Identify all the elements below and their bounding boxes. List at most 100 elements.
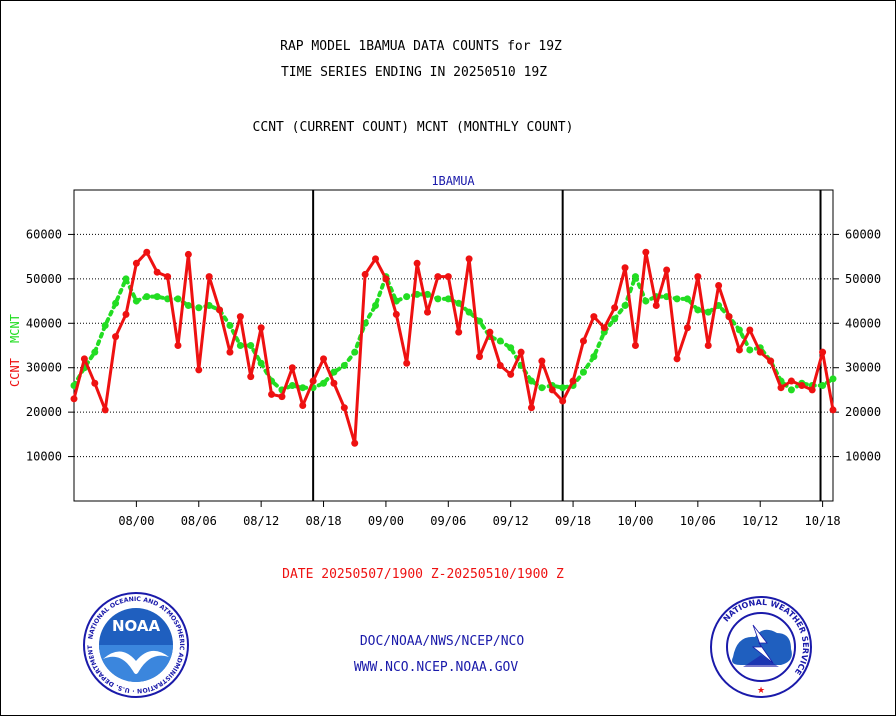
x-tick-label: 09/18 (555, 514, 591, 528)
ccnt-point (455, 328, 463, 336)
ccnt-point (652, 302, 660, 310)
ccnt-point (777, 384, 785, 392)
ccnt-point (642, 248, 650, 256)
ccnt-point (372, 255, 380, 263)
y-tick-label-right: 60000 (845, 227, 881, 241)
ccnt-point (611, 304, 619, 312)
x-tick-label: 09/06 (430, 514, 466, 528)
y-tick-label-right: 40000 (845, 316, 881, 330)
ccnt-point (548, 386, 556, 394)
ccnt-point (247, 373, 255, 381)
x-tick-label: 08/18 (305, 514, 341, 528)
ccnt-point (829, 406, 837, 414)
ccnt-point (174, 342, 182, 349)
ccnt-point (475, 353, 483, 361)
ccnt-point (517, 348, 525, 356)
ccnt-point (725, 313, 733, 321)
mcnt-point (288, 381, 296, 389)
y-tick-label-left: 50000 (26, 272, 62, 286)
mcnt-point (444, 295, 452, 303)
ccnt-point (132, 259, 140, 267)
mcnt-point (195, 304, 203, 312)
ccnt-point (392, 310, 400, 318)
mcnt-point (683, 295, 691, 303)
ccnt-point (631, 342, 639, 349)
x-tick-label: 10/12 (742, 514, 778, 528)
mcnt-point (465, 308, 473, 316)
ccnt-point (91, 379, 99, 387)
ccnt-point (164, 273, 172, 281)
series-ccnt (70, 248, 837, 447)
mcnt-point (631, 273, 639, 281)
mcnt-point (153, 293, 161, 301)
mcnt-point (299, 384, 307, 392)
mcnt-point (351, 348, 359, 356)
mcnt-point (101, 322, 109, 330)
ccnt-point (465, 255, 473, 263)
ccnt-line (72, 250, 835, 445)
y-tick-label-left: 60000 (26, 227, 62, 241)
y-tick-label-right: 30000 (845, 361, 881, 375)
ccnt-point (205, 273, 213, 281)
ccnt-point (590, 313, 598, 321)
mcnt-point (527, 377, 535, 385)
axis-ticks: 10000 10000 20000 20000 30000 30000 40000 40000… (26, 227, 881, 528)
y-tick-label-left: 10000 (26, 450, 62, 464)
chart-title-line2: TIME SERIES ENDING IN 20250510 19Z (280, 65, 548, 80)
y-tick-label-right: 10000 (845, 450, 881, 464)
org-path: DOC/NOAA/NWS/NCEP/NCO (359, 634, 525, 649)
mcnt-point (819, 381, 827, 389)
ccnt-point (268, 390, 276, 398)
ccnt-point (746, 326, 754, 334)
ccnt-point (704, 342, 712, 349)
mcnt-point (579, 368, 587, 376)
ccnt-point (756, 348, 764, 356)
y-tick-label-left: 20000 (26, 405, 62, 419)
mcnt-point (392, 297, 400, 305)
y-tick-label-right: 20000 (845, 405, 881, 419)
ccnt-point (257, 324, 265, 332)
chart-title-line1: RAP MODEL 1BAMUA DATA COUNTS for 19Z (280, 39, 562, 54)
mcnt-point (704, 308, 712, 316)
mcnt-point (434, 295, 442, 303)
mcnt-point (611, 315, 619, 323)
x-tick-label: 10/06 (680, 514, 716, 528)
time-series-chart: 10000 10000 20000 20000 30000 30000 40000 40000… (8, 174, 881, 528)
plot-border (73, 189, 834, 502)
mcnt-line (72, 271, 835, 393)
mcnt-point (475, 317, 483, 325)
ccnt-point (122, 310, 130, 318)
noaa-logo-icon: NOAA NATIONAL OCEANIC AND ATMOSPHERIC AD… (78, 586, 191, 704)
ccnt-point (673, 355, 681, 363)
ccnt-point (559, 397, 567, 405)
ccnt-point (340, 404, 348, 412)
website-link[interactable]: WWW.NCO.NCEP.NOAA.GOV (353, 660, 519, 675)
ccnt-point (798, 381, 806, 389)
ccnt-point (600, 324, 608, 332)
mcnt-point (590, 353, 598, 361)
mcnt-point (694, 306, 702, 314)
ccnt-point (767, 357, 775, 365)
ccnt-point (382, 275, 390, 283)
ccnt-point (278, 393, 286, 401)
ccnt-point (80, 355, 88, 363)
svg-text:★: ★ (757, 686, 765, 696)
noaa-logo-text: NOAA (112, 617, 161, 635)
x-tick-label: 10/00 (617, 514, 653, 528)
ccnt-point (70, 395, 78, 403)
day-boundaries (312, 190, 822, 501)
ccnt-point (819, 348, 827, 356)
mcnt-point (735, 326, 743, 334)
mcnt-point (621, 302, 629, 310)
ccnt-point (309, 377, 317, 385)
mcnt-point (746, 346, 754, 354)
mcnt-point (787, 386, 795, 394)
ccnt-point (735, 346, 743, 354)
ccnt-point (538, 357, 546, 365)
mcnt-point (330, 368, 338, 376)
ccnt-point (486, 328, 494, 336)
mcnt-point (143, 293, 151, 301)
panel-title: 1BAMUA (431, 174, 475, 188)
ccnt-point (216, 306, 224, 314)
